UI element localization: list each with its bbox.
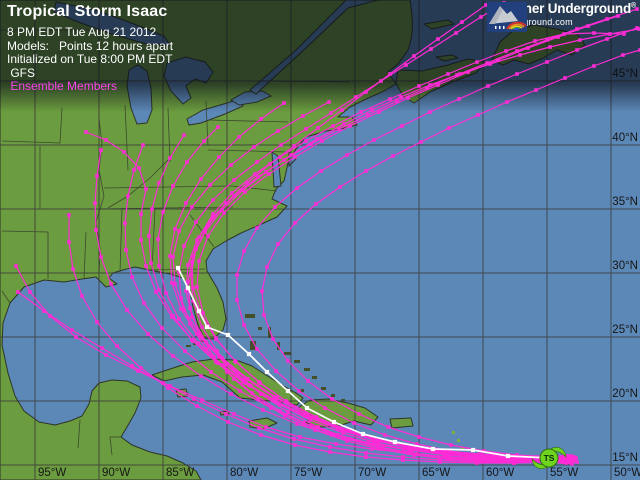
weather-underground-logo[interactable]: Weather Underground® wunderground.com <box>486 1 637 32</box>
grid-label-lon: 50°W <box>614 467 640 479</box>
grid-label-lat: 20°N <box>612 388 638 400</box>
grid-label-lon: 55°W <box>550 467 578 479</box>
grid-label-lon: 70°W <box>358 467 386 479</box>
model-name: GFS <box>7 65 36 80</box>
grid-label-lon: 90°W <box>102 467 130 479</box>
grid-label-lat: 35°N <box>612 196 638 208</box>
wu-logo-domain: wunderground.com <box>492 16 573 27</box>
grid-label-lat: 30°N <box>612 260 638 272</box>
grid-label-lat: 40°N <box>612 132 638 144</box>
grid-label-lon: 80°W <box>230 467 258 479</box>
wu-logo-name: Weather Underground® <box>492 1 637 16</box>
grid-label-lat: 15°N <box>612 452 638 464</box>
init-time: Initialized on Tue 8:00 PM EDT <box>7 52 173 66</box>
land-cayman <box>219 410 230 416</box>
models-note: Models: Points 12 hours apart <box>7 38 174 53</box>
land-puerto-rico <box>389 417 414 429</box>
grid-label-lon: 60°W <box>486 467 514 479</box>
ensemble-legend-label: Ensemble Members <box>7 79 118 93</box>
storm-title: Tropical Storm Isaac <box>7 3 168 20</box>
grid-label-lat: 25°N <box>612 324 638 336</box>
land-isle-of-youth <box>175 388 189 398</box>
grid-label-lon: 85°W <box>166 467 194 479</box>
grid-label-lon: 65°W <box>422 467 450 479</box>
map-header: Tropical Storm Isaac 8 PM EDT Tue Aug 21… <box>7 3 173 94</box>
wu-logo-text: Weather Underground® wunderground.com <box>492 1 637 27</box>
grid-label-lon: 75°W <box>294 467 322 479</box>
issued-time: 8 PM EDT Tue Aug 21 2012 <box>7 25 157 39</box>
wu-logo-icon <box>486 2 527 32</box>
grid-label-lon: 95°W <box>38 467 66 479</box>
